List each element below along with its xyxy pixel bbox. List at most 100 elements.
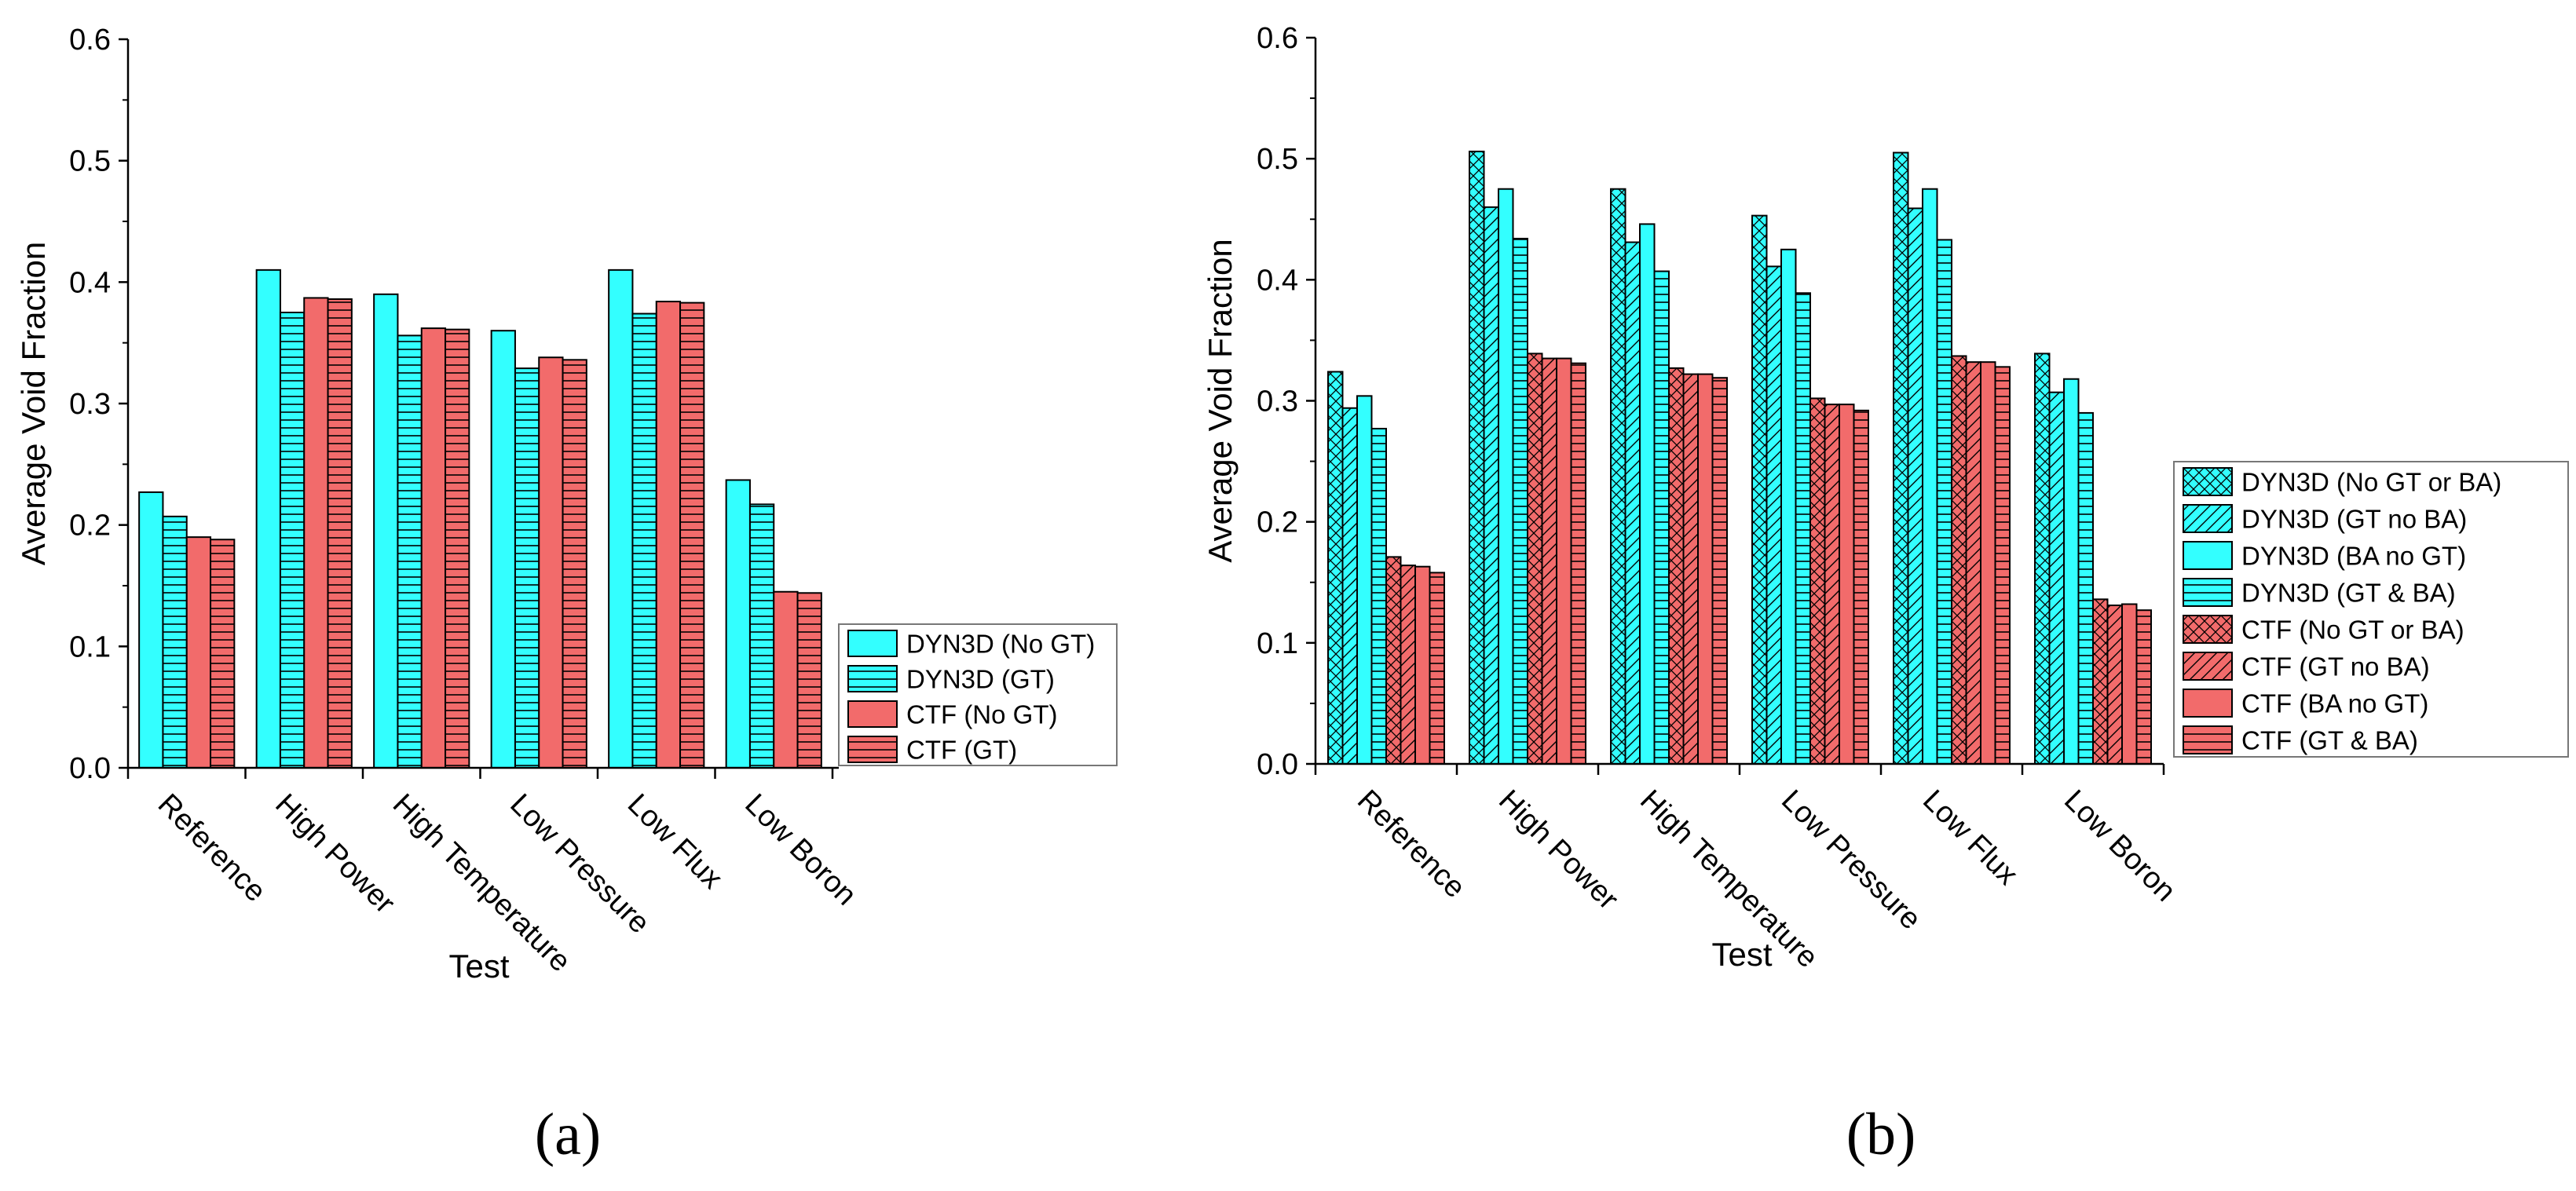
bar-b-1-3	[1356, 395, 1373, 765]
y-tick-label-b-2: 0.2	[1257, 506, 1298, 539]
legend-label-a-3: CTF (No GT)	[906, 700, 1057, 729]
bar-a-5-3	[655, 301, 682, 769]
bar-b-5-6	[1965, 361, 1981, 765]
bar-a-6-3	[773, 590, 799, 769]
bar-a-3-1	[373, 293, 399, 769]
legend-label-b-1: DYN3D (No GT or BA)	[2241, 468, 2501, 497]
legend-label-b-8: CTF (GT & BA)	[2241, 726, 2418, 755]
bar-a-4-1	[490, 330, 516, 769]
bar-a-2-2	[279, 312, 306, 769]
y-axis-title-b: Average Void Fraction	[1202, 239, 1239, 562]
legend-label-a-4: CTF (GT)	[906, 736, 1017, 765]
bar-a-1-1	[138, 491, 164, 769]
x-tick-label-a-1: Reference	[152, 787, 273, 908]
bar-b-2-7	[1556, 357, 1572, 765]
bar-b-4-2	[1766, 265, 1782, 765]
y-tick-label-a-1: 0.1	[69, 630, 111, 663]
bar-b-3-6	[1682, 373, 1699, 765]
bar-a-2-4	[327, 298, 353, 769]
bar-b-1-7	[1414, 565, 1431, 765]
bar-b-3-8	[1711, 377, 1728, 765]
y-tick-label-b-5: 0.5	[1257, 143, 1298, 176]
panel-label-a: (a)	[535, 1101, 601, 1167]
y-tick-label-a-3: 0.3	[69, 388, 111, 421]
bar-b-6-7	[2121, 603, 2138, 765]
y-tick-label-b-4: 0.4	[1257, 264, 1298, 297]
chart-b: 0.0 0.1 0.2 0.3 0.4 0.5 0.6 Reference High Power…	[1202, 22, 2569, 974]
legend-swatch-a-3	[847, 700, 898, 728]
x-tick-label-a-6: Low Boron	[738, 787, 862, 912]
legend-swatch-b-1	[2183, 467, 2233, 496]
bar-b-3-5	[1668, 367, 1685, 765]
y-axis-title-a: Average Void Fraction	[15, 242, 52, 565]
bar-b-4-8	[1853, 409, 1869, 765]
legend-label-b-6: CTF (GT no BA)	[2241, 652, 2430, 681]
legend-swatch-a-1	[847, 630, 898, 657]
y-tick-label-b-3: 0.3	[1257, 385, 1298, 418]
legend-swatch-b-7	[2183, 689, 2233, 718]
bar-a-5-4	[679, 301, 705, 769]
x-tick-label-a-2: High Power	[269, 787, 401, 920]
bar-a-5-1	[608, 269, 634, 769]
bar-a-2-1	[255, 269, 281, 769]
bar-b-3-4	[1653, 270, 1670, 765]
x-tick-label-a-5: Low Flux	[621, 787, 729, 895]
bar-a-4-2	[514, 367, 540, 769]
x-axis-title-b: Test	[1711, 936, 1772, 973]
bar-b-1-4	[1370, 427, 1387, 765]
y-tick-label-a-2: 0.2	[69, 510, 111, 543]
bar-b-4-7	[1839, 404, 1855, 765]
bar-b-6-4	[2077, 411, 2094, 765]
y-tick-label-b-1: 0.1	[1257, 627, 1298, 660]
bar-a-1-4	[210, 539, 236, 769]
bar-b-5-8	[1994, 366, 2011, 765]
legend-swatch-b-5	[2183, 615, 2233, 644]
legend-swatch-b-6	[2183, 652, 2233, 681]
bar-a-3-2	[397, 334, 423, 769]
y-tick-label-a-6: 0.6	[69, 24, 111, 57]
bar-b-6-1	[2034, 353, 2051, 765]
legend-a: DYN3D (No GT) DYN3D (GT) CTF (No GT) CTF (G…	[838, 623, 1118, 766]
bar-b-2-3	[1498, 188, 1514, 765]
legend-swatch-b-3	[2183, 541, 2233, 570]
bar-b-2-4	[1512, 237, 1528, 765]
bar-b-2-6	[1541, 357, 1557, 765]
bar-a-1-2	[162, 515, 188, 769]
panel-label-b: (b)	[1846, 1101, 1916, 1167]
bar-a-3-3	[420, 327, 447, 769]
bar-b-1-2	[1341, 407, 1358, 765]
bar-a-6-4	[796, 592, 822, 769]
bar-b-6-8	[2135, 609, 2152, 765]
bar-b-5-2	[1907, 207, 1923, 765]
bar-b-4-5	[1809, 397, 1826, 765]
bar-a-6-1	[725, 479, 751, 769]
bar-b-1-5	[1385, 556, 1402, 765]
y-tick-label-b-0: 0.0	[1257, 748, 1298, 781]
y-tick-label-b-6: 0.6	[1257, 22, 1298, 55]
bar-b-2-5	[1527, 353, 1543, 765]
bar-b-1-1	[1327, 371, 1344, 765]
bar-b-3-1	[1610, 188, 1626, 765]
bar-a-3-4	[445, 328, 470, 769]
x-axis-title-a: Test	[448, 948, 509, 985]
bar-a-4-3	[538, 356, 564, 769]
y-tick-label-a-4: 0.4	[69, 266, 111, 299]
bar-a-4-4	[562, 359, 587, 769]
bar-b-2-8	[1570, 362, 1586, 765]
bar-b-5-3	[1922, 188, 1938, 765]
bar-a-2-3	[303, 297, 329, 769]
bar-b-6-6	[2106, 605, 2123, 765]
y-tick-label-a-5: 0.5	[69, 145, 111, 178]
legend-swatch-b-2	[2183, 504, 2233, 533]
bar-b-4-4	[1795, 292, 1811, 765]
bar-b-6-2	[2048, 391, 2065, 765]
legend-label-b-2: DYN3D (GT no BA)	[2241, 505, 2467, 534]
legend-label-b-5: CTF (No GT or BA)	[2241, 616, 2464, 645]
legend-swatch-a-4	[847, 736, 898, 763]
bar-a-6-2	[748, 503, 775, 769]
x-tick-label-b-4: Low Pressure	[1775, 784, 1927, 936]
y-tick-label-a-0: 0.0	[69, 752, 111, 785]
bar-b-6-5	[2092, 598, 2109, 765]
